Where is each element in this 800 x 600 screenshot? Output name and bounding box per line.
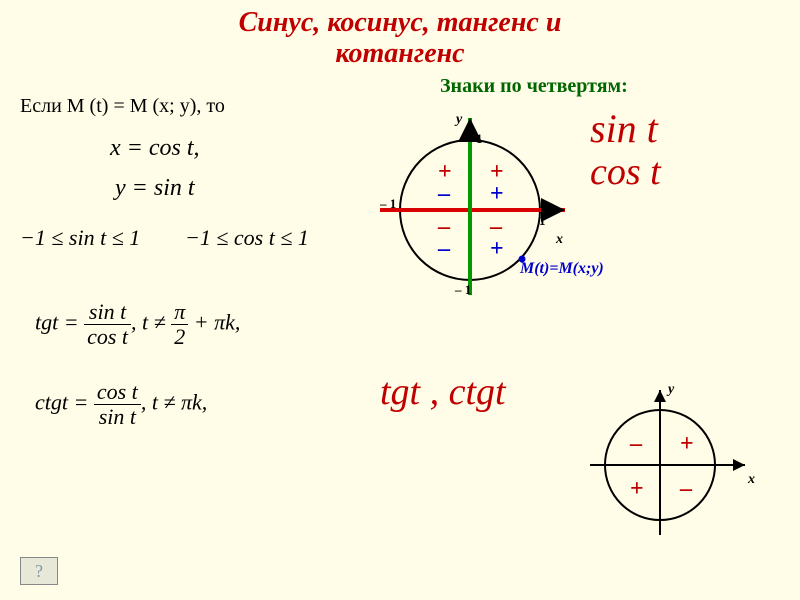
eq-x: x = cos t,	[110, 135, 200, 162]
c2-q1: +	[680, 432, 694, 456]
tgt-cond-frac: π 2	[171, 300, 188, 349]
help-icon: ?	[35, 561, 43, 581]
tgt-den: cos t	[84, 325, 131, 349]
c2-q2: –	[630, 432, 642, 456]
intro-text: Если M (t) = M (x; y), то	[20, 95, 225, 118]
tgt-frac: sin t cos t	[84, 300, 131, 349]
ctgt-num: cos t	[94, 380, 141, 405]
range-cos: −1 ≤ cos t ≤ 1	[185, 225, 309, 251]
ctgt-cond: , t ≠ πk,	[141, 390, 207, 415]
c1-q2-bot: –	[438, 182, 450, 206]
page-title: Синус, косинус, тангенс и котангенс	[0, 0, 800, 70]
c1-tick-m1-x: – 1	[380, 196, 396, 212]
tgt-cond-num: π	[171, 300, 188, 325]
title-line-1: Синус, косинус, тангенс и	[239, 7, 562, 38]
c2-y-label: y	[668, 382, 674, 398]
c1-tick-1-x: 1	[539, 213, 546, 229]
tgt-cond-den: 2	[171, 325, 188, 349]
c1-x-label: x	[556, 232, 563, 248]
ctgt-frac: cos t sin t	[94, 380, 141, 429]
c2-q3: +	[630, 477, 644, 501]
unit-circle-2	[560, 375, 780, 565]
c2-x-label: x	[748, 472, 755, 488]
c1-tick-1-y: 1	[476, 131, 483, 147]
c1-y-label: y	[456, 112, 462, 128]
tgt-cond-post: + πk,	[194, 310, 241, 335]
tgt-num: sin t	[84, 300, 131, 325]
c1-q4-bot: +	[490, 237, 504, 261]
c2-q4: –	[680, 477, 692, 501]
tgt-cond-pre: , t ≠	[131, 310, 166, 335]
tgt-formula: tgt = sin t cos t , t ≠ π 2 + πk,	[35, 300, 240, 349]
intro-content: Если M (t) = M (x; y), то	[20, 95, 225, 117]
ctgt-lhs: ctgt	[35, 390, 68, 415]
c1-q1-bot: +	[490, 182, 504, 206]
ctgt-den: sin t	[94, 405, 141, 429]
tgt-lhs: tgt	[35, 310, 58, 335]
tan-label: tgt , ctgt	[380, 370, 506, 414]
help-button[interactable]: ?	[20, 557, 58, 585]
quadrants-header: Знаки по четвертям:	[440, 75, 628, 98]
range-sin: −1 ≤ sin t ≤ 1	[20, 225, 140, 251]
c1-tick-m1-y: – 1	[455, 282, 471, 298]
title-line-2: котангенс	[335, 38, 464, 69]
point-m-label: M(t)=M(x;y)	[520, 260, 604, 278]
ctgt-formula: ctgt = cos t sin t , t ≠ πk,	[35, 380, 207, 429]
c1-q3-bot: –	[438, 237, 450, 261]
eq-y: y = sin t	[115, 175, 195, 202]
